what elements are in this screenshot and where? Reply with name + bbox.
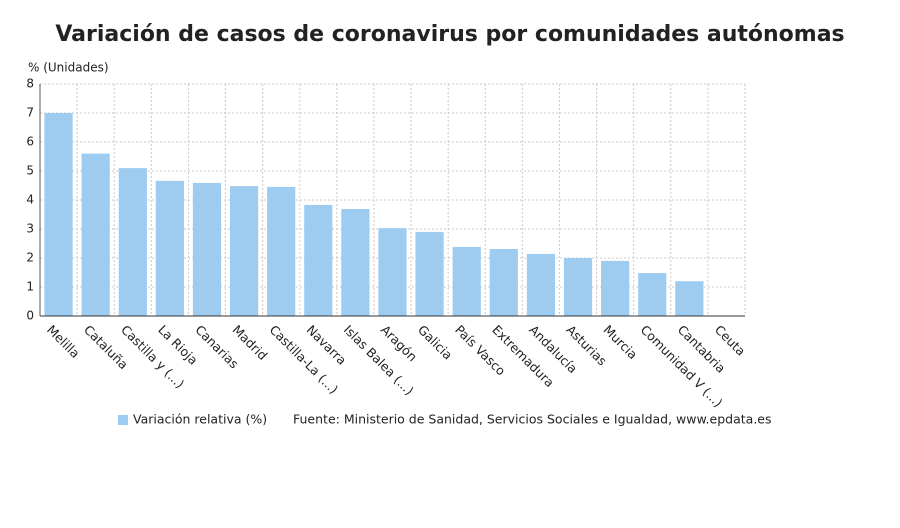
bar <box>526 253 556 316</box>
bar <box>415 231 444 316</box>
source: Fuente: Ministerio de Sanidad, Servicios… <box>293 412 772 427</box>
y-tick-label: 2 <box>26 251 34 265</box>
y-tick-label: 7 <box>26 106 34 120</box>
y-tick-label: 0 <box>26 309 34 323</box>
y-tick-label: 8 <box>26 77 34 91</box>
y-tick-label: 3 <box>26 222 34 236</box>
bar <box>489 249 518 316</box>
bar <box>563 258 593 316</box>
bar <box>229 186 259 316</box>
bar <box>675 281 704 316</box>
x-tick-label: Melilla <box>44 322 83 361</box>
bar <box>44 113 73 316</box>
bar <box>81 153 110 316</box>
legend-label: Variación relativa (%) <box>133 412 267 427</box>
chart-title: Variación de casos de coronavirus por co… <box>55 22 844 47</box>
legend-swatch <box>118 415 128 425</box>
bar <box>192 182 222 316</box>
bar <box>118 168 147 316</box>
y-axis-label: % (Unidades) <box>28 61 109 75</box>
bar <box>638 273 667 316</box>
x-tick-label: Galicia <box>415 322 456 363</box>
y-tick-label: 1 <box>26 280 34 294</box>
bar <box>155 180 184 316</box>
bar <box>452 246 481 316</box>
bar <box>378 228 407 316</box>
bar <box>341 208 370 316</box>
y-tick-label: 4 <box>26 193 34 207</box>
y-tick-label: 5 <box>26 164 34 178</box>
bar <box>267 186 296 316</box>
bar <box>601 260 630 316</box>
y-tick-label: 6 <box>26 135 34 149</box>
bar <box>304 204 333 316</box>
x-tick-label: Castilla-La (...) <box>267 322 342 397</box>
